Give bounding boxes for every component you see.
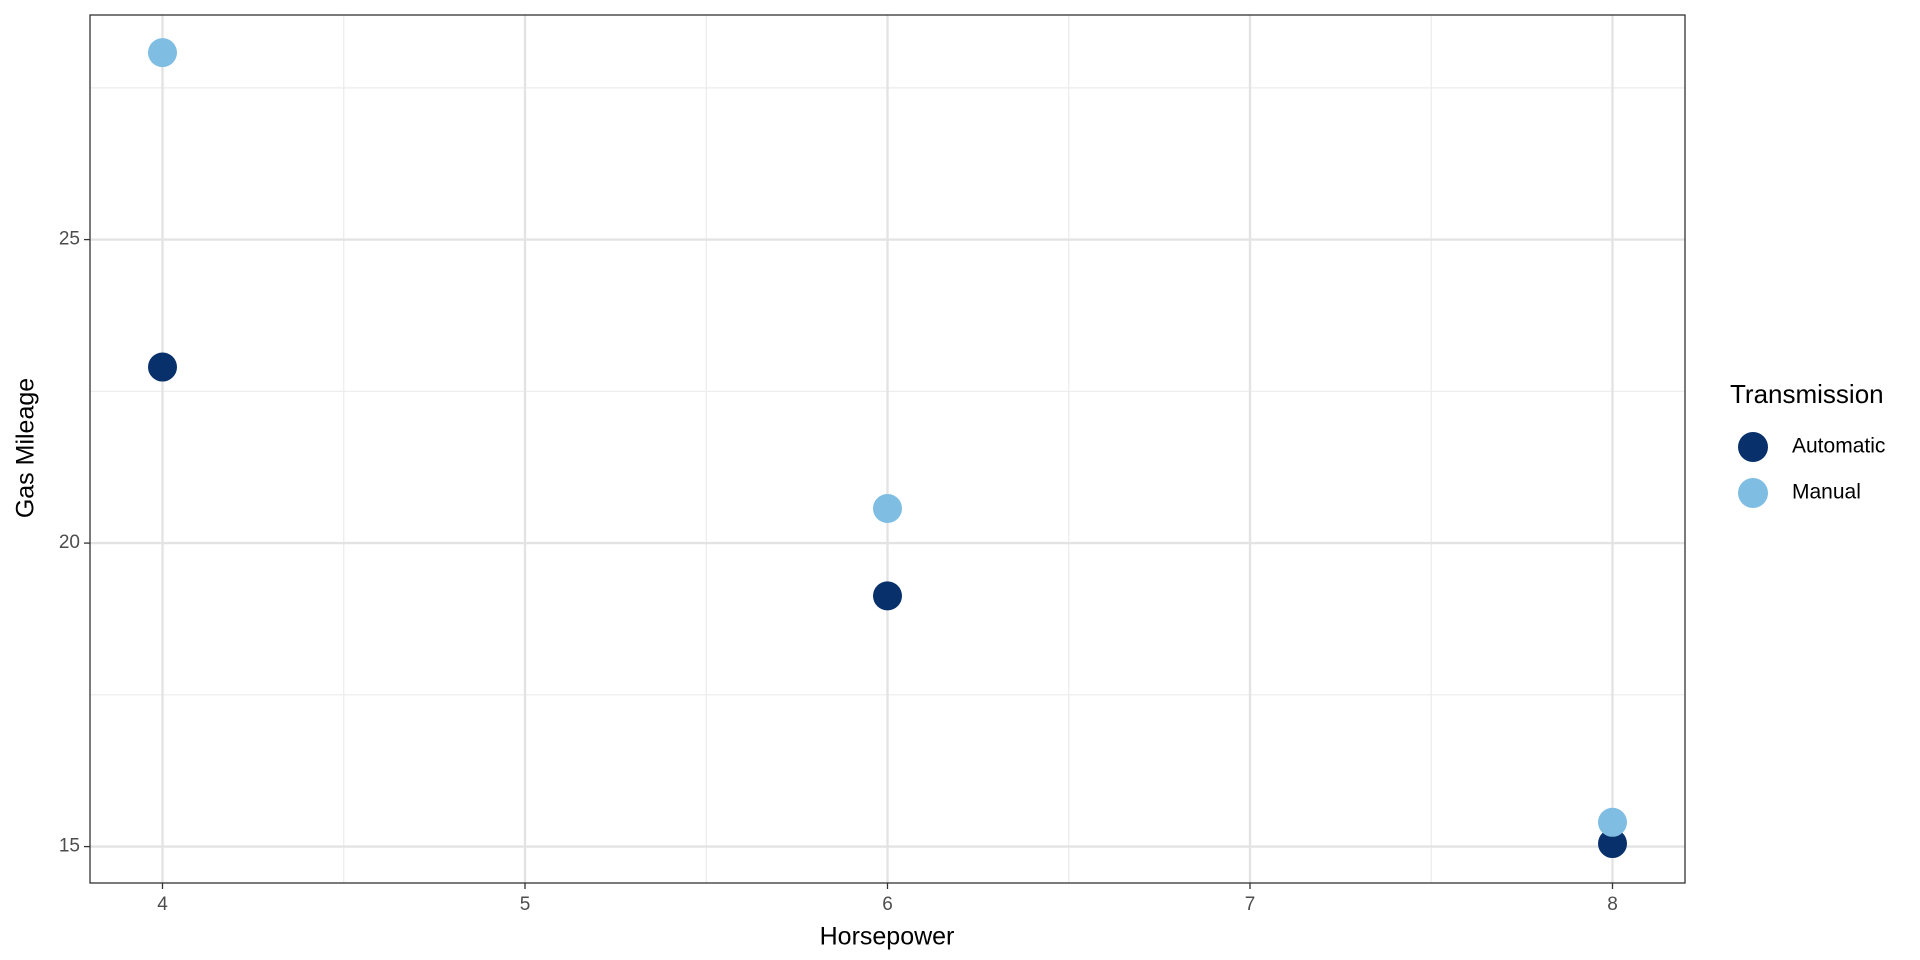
point — [1598, 829, 1627, 859]
x-tick-label: 6 — [882, 894, 893, 915]
x-axis-title: Horsepower — [820, 923, 955, 951]
legend-label: Automatic — [1792, 435, 1885, 458]
legend-swatch — [1738, 432, 1768, 462]
point — [1598, 807, 1627, 837]
legend-label: Manual — [1792, 481, 1861, 504]
point — [148, 352, 177, 382]
point — [148, 38, 177, 68]
x-tick-label: 4 — [157, 894, 168, 915]
x-tick-label: 8 — [1607, 894, 1618, 915]
legend-title: Transmission — [1730, 379, 1884, 409]
marks — [148, 38, 1627, 859]
point — [873, 493, 902, 523]
y-tick-label: 25 — [59, 229, 80, 250]
x-tick-label: 7 — [1245, 894, 1256, 915]
legend: Automatic Manual — [1738, 432, 1885, 508]
x-tick-label: 5 — [520, 894, 531, 915]
grid — [90, 15, 1685, 883]
y-tick-label: 15 — [59, 836, 80, 857]
point — [873, 581, 902, 611]
y-axis-title: Gas Mileage — [12, 378, 40, 518]
y-tick-label: 20 — [59, 532, 80, 553]
legend-swatch — [1738, 478, 1768, 508]
